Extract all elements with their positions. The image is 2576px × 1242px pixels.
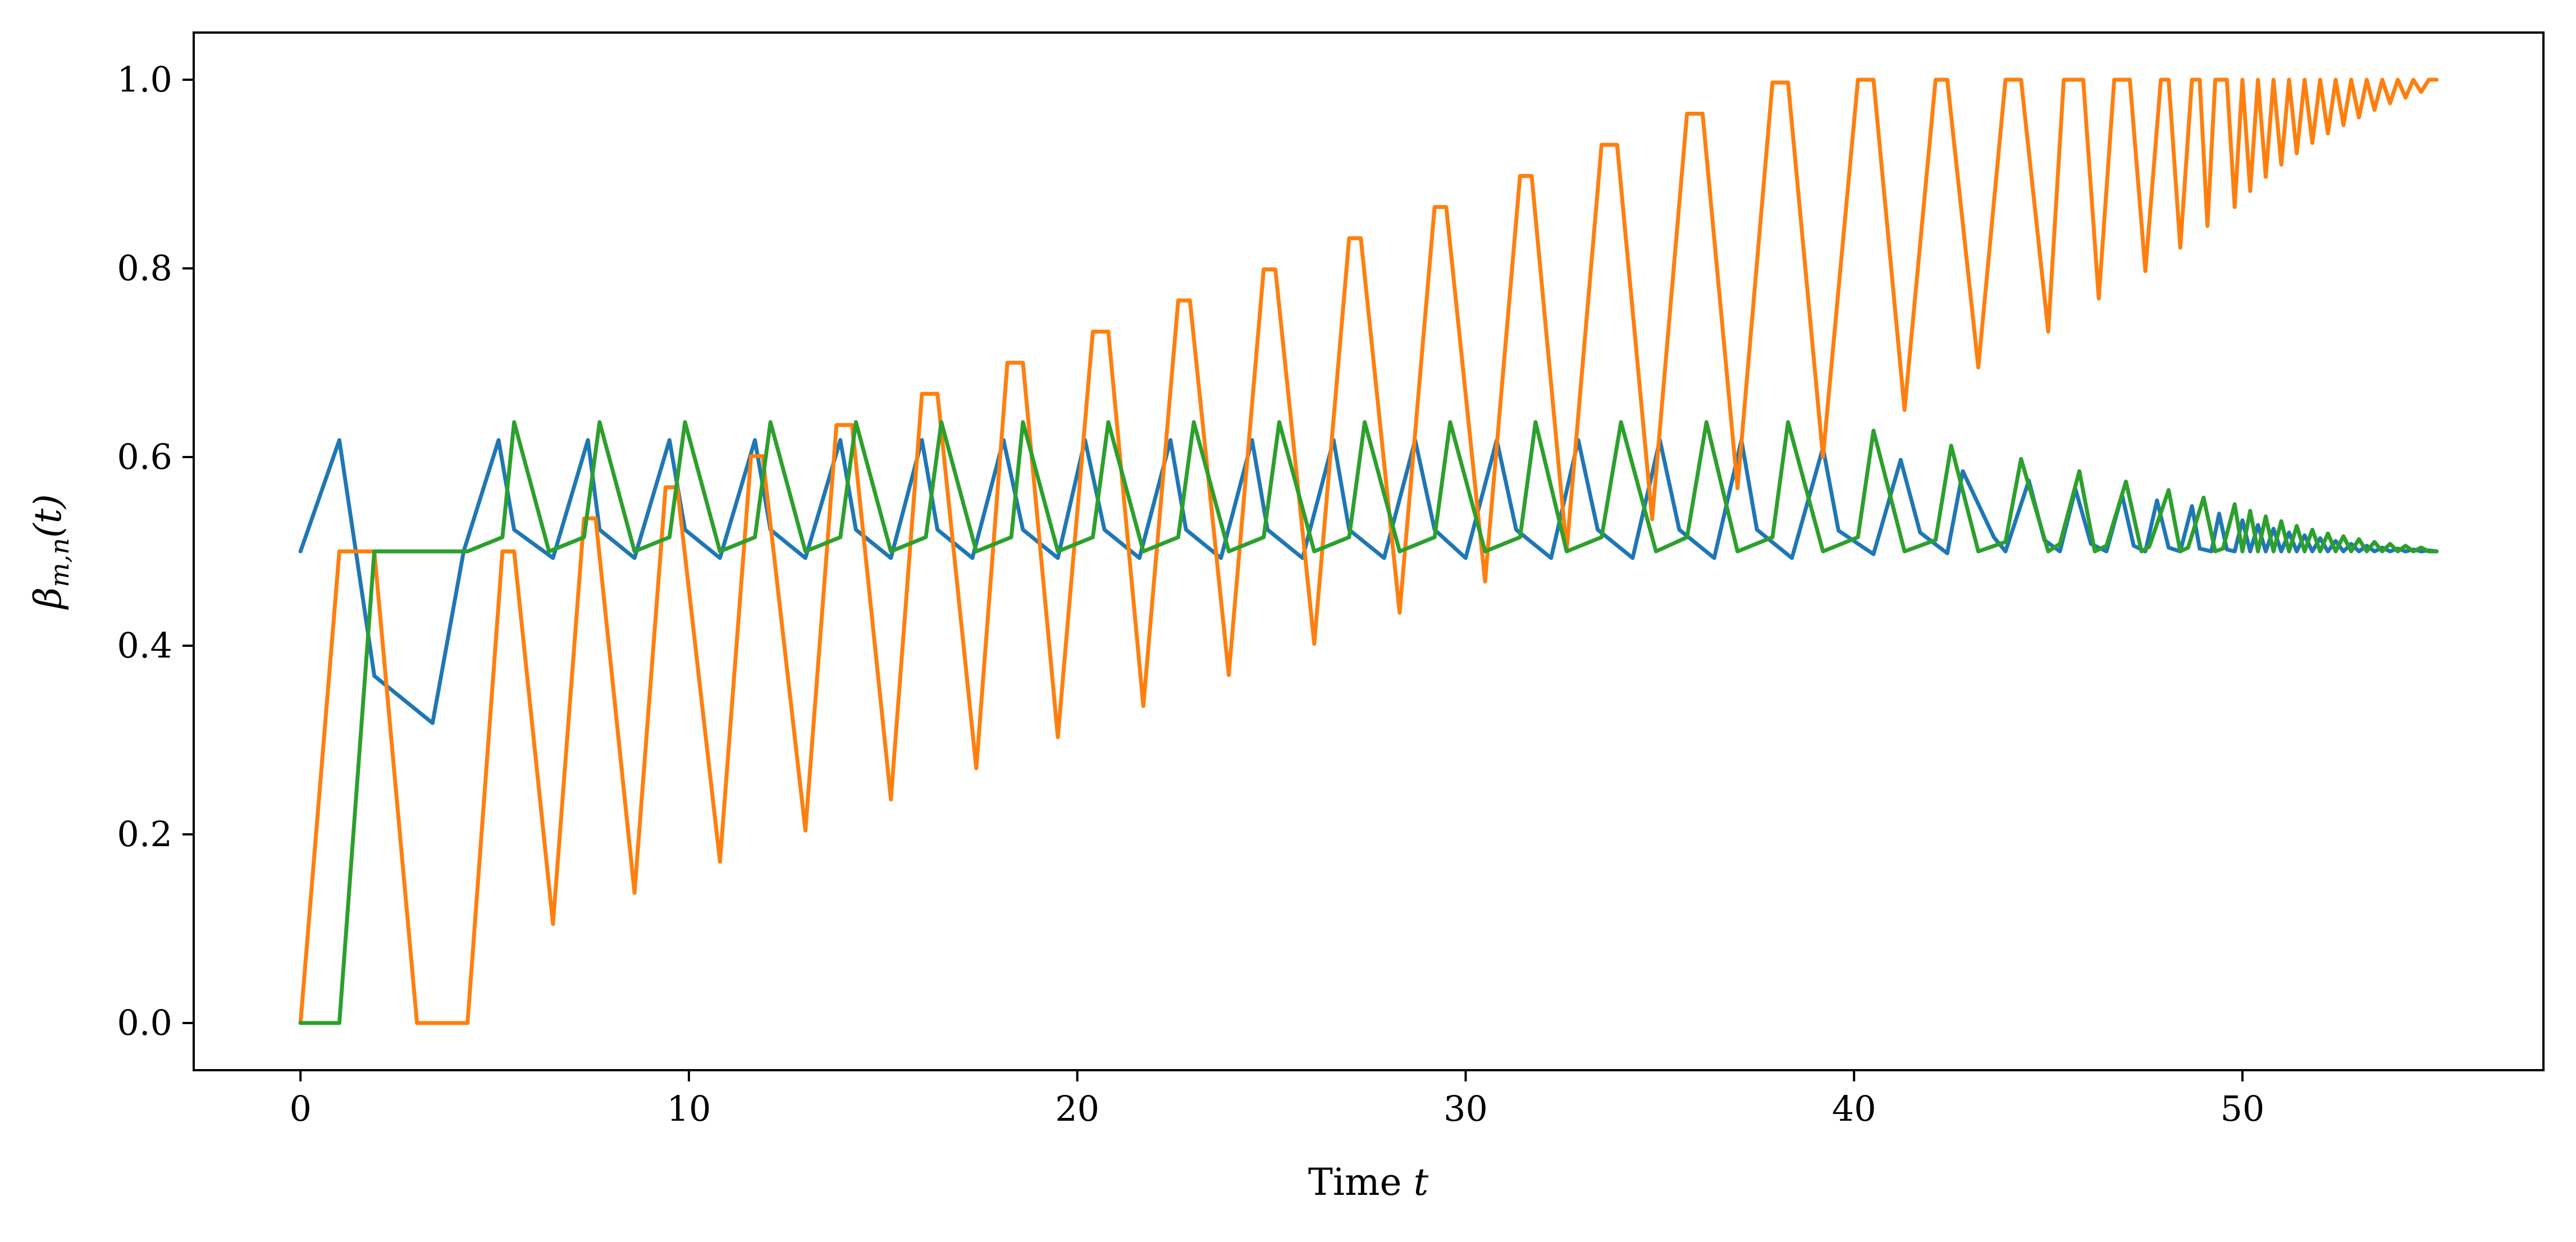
y-tick-label: 1.0 [117,59,172,100]
y-axis-ticks: 0.0 0.2 0.4 0.6 0.8 1.0 [117,59,194,1043]
y-tick-label: 0.4 [117,625,172,666]
series-layer [298,77,2439,1025]
x-tick-label: 0 [290,1088,312,1129]
y-tick-label: 0.2 [117,814,172,855]
x-tick-label: 10 [667,1088,711,1129]
x-tick-label: 50 [2220,1088,2264,1129]
axes-frame [193,31,2545,1071]
x-tick-label: 30 [1444,1088,1488,1129]
x-axis-ticks: 0 10 20 30 40 50 [290,1070,2264,1129]
y-tick-label: 0.8 [117,248,172,289]
y-tick-label: 0.6 [117,436,172,477]
x-tick-label: 20 [1055,1088,1099,1129]
series-line-orange [298,77,2439,1025]
series-line-green [298,420,2439,1025]
y-tick-label: 0.0 [117,1002,172,1043]
x-axis-label: Time t [1308,1161,1429,1204]
x-tick-label: 40 [1832,1088,1876,1129]
y-axis-label: βm,n(t) [26,494,75,610]
